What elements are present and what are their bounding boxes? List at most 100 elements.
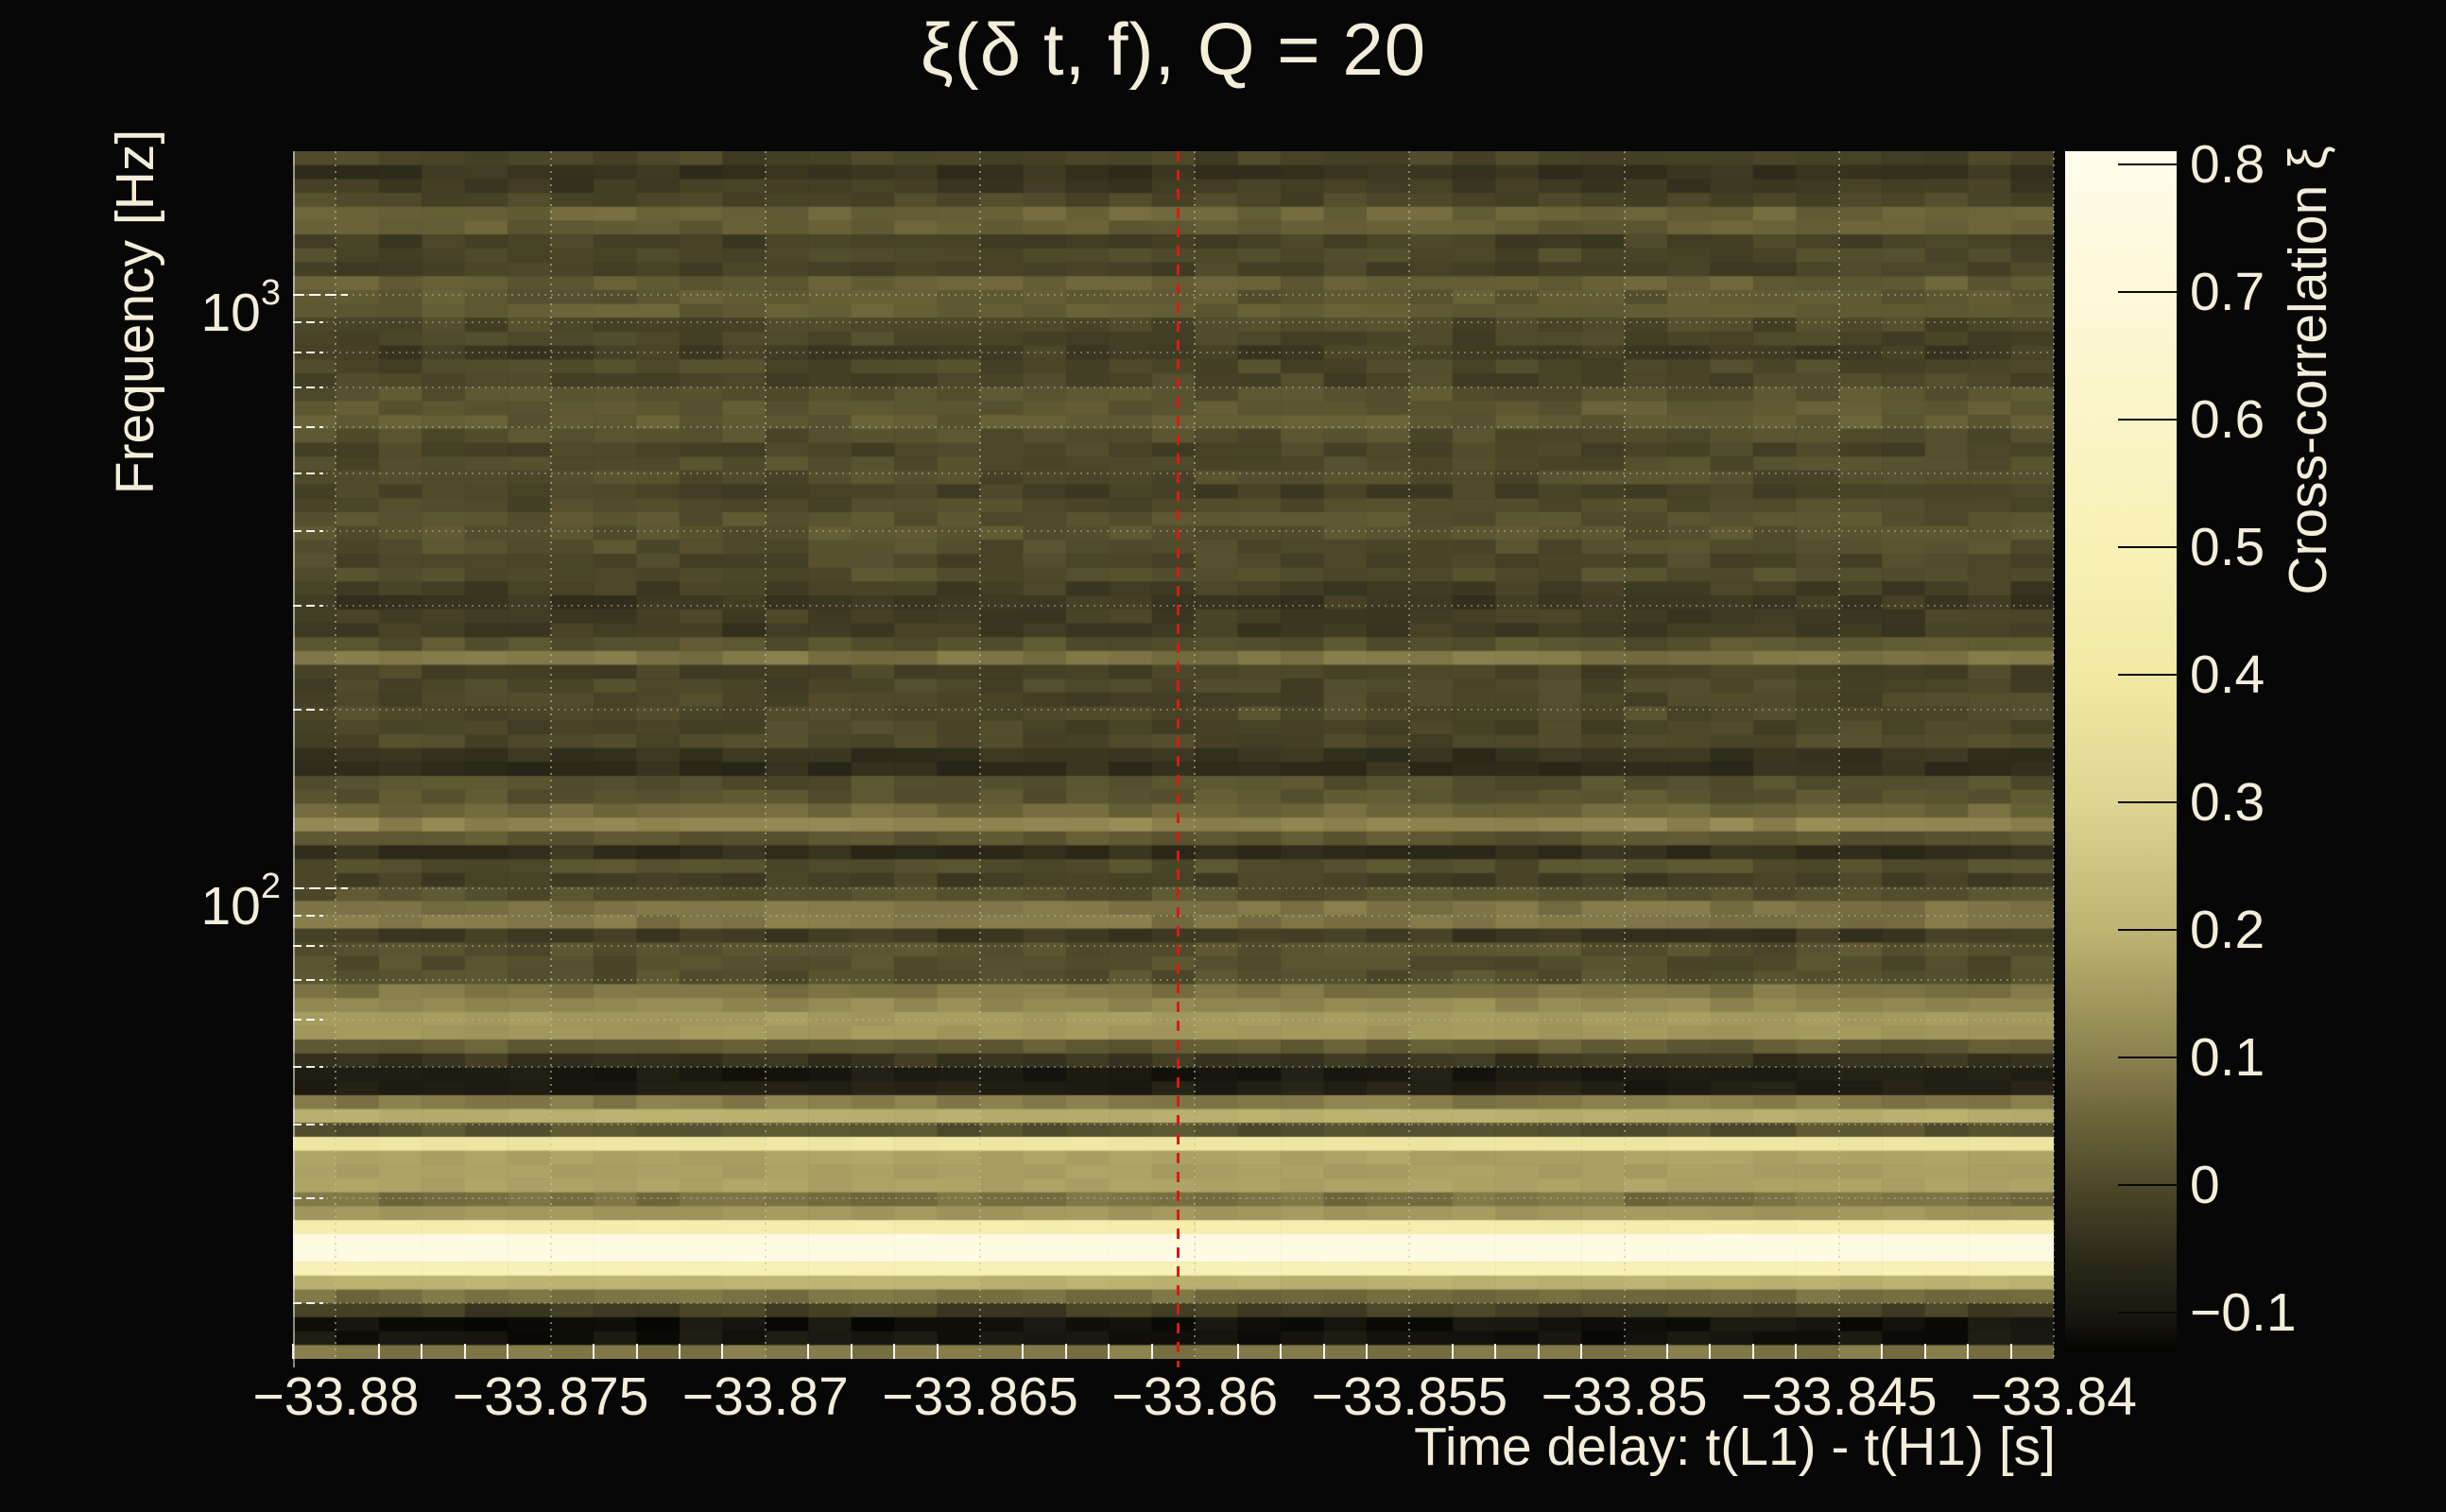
x-axis-minor-tick <box>1322 1344 1325 1359</box>
grid-line-horizontal <box>293 1123 2054 1125</box>
grid-line-horizontal <box>293 1066 2054 1069</box>
grid-line-horizontal <box>293 530 2054 533</box>
y-axis-minor-tick <box>293 1019 323 1022</box>
x-axis-minor-tick <box>1967 1344 1970 1359</box>
x-axis-minor-tick <box>1150 1344 1153 1359</box>
x-axis-minor-tick <box>377 1344 380 1359</box>
colorbar-tick <box>2118 545 2177 548</box>
x-axis-minor-tick <box>1064 1344 1067 1359</box>
x-axis-title: Time delay: t(L1) - t(H1) [s] <box>1414 1417 2056 1477</box>
x-axis-minor-tick <box>850 1344 853 1359</box>
colorbar-tick-label: −0.1 <box>2190 1282 2297 1344</box>
grid-line-horizontal <box>293 914 2054 917</box>
colorbar-tick <box>2118 290 2177 293</box>
y-tick-mantissa: 10 <box>200 283 261 344</box>
grid-line-horizontal <box>293 944 2054 947</box>
grid-line-vertical <box>2053 151 2055 1359</box>
colorbar-tick <box>2118 1312 2177 1314</box>
colorbar-tick-label: 0.5 <box>2190 516 2265 577</box>
y-axis-minor-tick <box>293 472 323 475</box>
y-axis-minor-tick <box>293 1301 323 1304</box>
y-axis-spine <box>293 151 295 1367</box>
x-axis-minor-tick <box>1881 1344 1884 1359</box>
x-axis-minor-tick <box>593 1344 595 1359</box>
x-tick-label: −33.84 <box>1971 1366 2137 1427</box>
y-axis-minor-tick <box>293 386 323 388</box>
grid-line-horizontal <box>293 887 2054 890</box>
x-tick-label: −33.845 <box>1740 1366 1938 1427</box>
y-axis-minor-tick <box>293 1197 323 1200</box>
grid-line-horizontal <box>293 979 2054 982</box>
y-axis-minor-tick <box>293 1123 323 1125</box>
y-axis-minor-tick <box>293 944 323 947</box>
heatmap-canvas <box>293 151 2054 1359</box>
colorbar-tick-label: 0.1 <box>2190 1027 2265 1089</box>
y-axis-minor-tick <box>293 979 323 982</box>
grid-line-vertical <box>979 151 982 1359</box>
x-tick-label: −33.865 <box>882 1366 1078 1427</box>
x-axis-minor-tick <box>893 1344 896 1359</box>
x-axis-minor-tick <box>936 1344 939 1359</box>
colorbar-tick <box>2118 801 2177 804</box>
x-tick-label: −33.88 <box>252 1366 420 1427</box>
grid-line-horizontal <box>293 425 2054 428</box>
x-axis-minor-tick <box>1236 1344 1239 1359</box>
plot-title: ξ(δ t, f), Q = 20 <box>920 8 1427 91</box>
x-axis-minor-tick <box>678 1344 680 1359</box>
y-axis-major-tick <box>293 294 348 297</box>
grid-line-horizontal <box>293 321 2054 324</box>
colorbar-tick-label: 0.2 <box>2190 900 2265 961</box>
x-axis-minor-tick <box>1580 1344 1583 1359</box>
grid-line-vertical <box>764 151 767 1359</box>
grid-line-horizontal <box>293 1197 2054 1200</box>
grid-line-vertical <box>335 151 337 1359</box>
colorbar-tick-label: 0.3 <box>2190 772 2265 833</box>
colorbar <box>2065 151 2177 1351</box>
x-tick-label: −33.855 <box>1311 1366 1508 1427</box>
y-tick-exponent: 3 <box>260 273 281 314</box>
grid-line-vertical <box>1623 151 1626 1359</box>
x-axis-minor-tick <box>507 1344 509 1359</box>
plot-area <box>292 151 2055 1367</box>
grid-line-vertical <box>549 151 552 1359</box>
colorbar-tick <box>2118 673 2177 676</box>
y-axis-major-tick <box>293 887 348 890</box>
grid-line-horizontal <box>293 604 2054 607</box>
colorbar-tick <box>2118 418 2177 421</box>
grid-line-horizontal <box>293 472 2054 475</box>
x-axis-minor-tick <box>1365 1344 1368 1359</box>
grid-line-horizontal <box>293 294 2054 297</box>
x-axis-minor-tick <box>1494 1344 1497 1359</box>
grid-line-vertical <box>1408 151 1411 1359</box>
y-axis-minor-tick <box>293 914 323 917</box>
y-tick-label: 103 <box>92 263 281 343</box>
y-axis-minor-tick <box>293 1066 323 1069</box>
y-axis-minor-tick <box>293 530 323 533</box>
y-tick-exponent: 2 <box>260 867 281 907</box>
x-axis-minor-tick <box>1666 1344 1669 1359</box>
y-axis-minor-tick <box>293 604 323 607</box>
colorbar-tick <box>2118 1184 2177 1187</box>
colorbar-tick-label: 0 <box>2190 1155 2220 1216</box>
x-tick-label: −33.875 <box>452 1366 649 1427</box>
grid-line-horizontal <box>293 1301 2054 1304</box>
colorbar-tick <box>2118 163 2177 165</box>
x-axis-minor-tick <box>721 1344 724 1359</box>
colorbar-tick <box>2118 1057 2177 1059</box>
grid-line-vertical <box>1837 151 1840 1359</box>
y-axis-minor-tick <box>293 352 323 354</box>
grid-line-horizontal <box>293 386 2054 388</box>
x-axis-minor-tick <box>1108 1344 1111 1359</box>
colorbar-tick-label: 0.4 <box>2190 644 2265 705</box>
y-axis-minor-tick <box>293 425 323 428</box>
grid-line-horizontal <box>293 1019 2054 1022</box>
grid-line-horizontal <box>293 709 2054 712</box>
y-tick-label: 102 <box>92 856 281 936</box>
colorbar-tick-label: 0.8 <box>2190 133 2265 195</box>
y-tick-mantissa: 10 <box>200 876 261 937</box>
x-tick-label: −33.87 <box>681 1366 849 1427</box>
x-axis-minor-tick <box>1022 1344 1025 1359</box>
event-delay-marker-line <box>1177 151 1180 1367</box>
grid-line-vertical <box>1194 151 1197 1359</box>
